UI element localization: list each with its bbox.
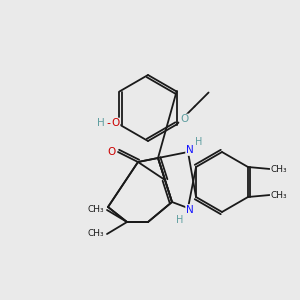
Text: O: O <box>111 118 119 128</box>
Text: O: O <box>181 115 189 124</box>
Text: H: H <box>176 215 184 225</box>
Text: H: H <box>97 118 104 128</box>
Text: H: H <box>195 137 203 147</box>
Text: CH₃: CH₃ <box>88 230 104 238</box>
Text: -: - <box>106 117 111 130</box>
Text: N: N <box>186 205 194 215</box>
Text: CH₃: CH₃ <box>88 206 104 214</box>
Text: O: O <box>108 147 116 157</box>
Text: CH₃: CH₃ <box>271 164 287 173</box>
Text: N: N <box>186 145 194 155</box>
Text: CH₃: CH₃ <box>271 190 287 200</box>
